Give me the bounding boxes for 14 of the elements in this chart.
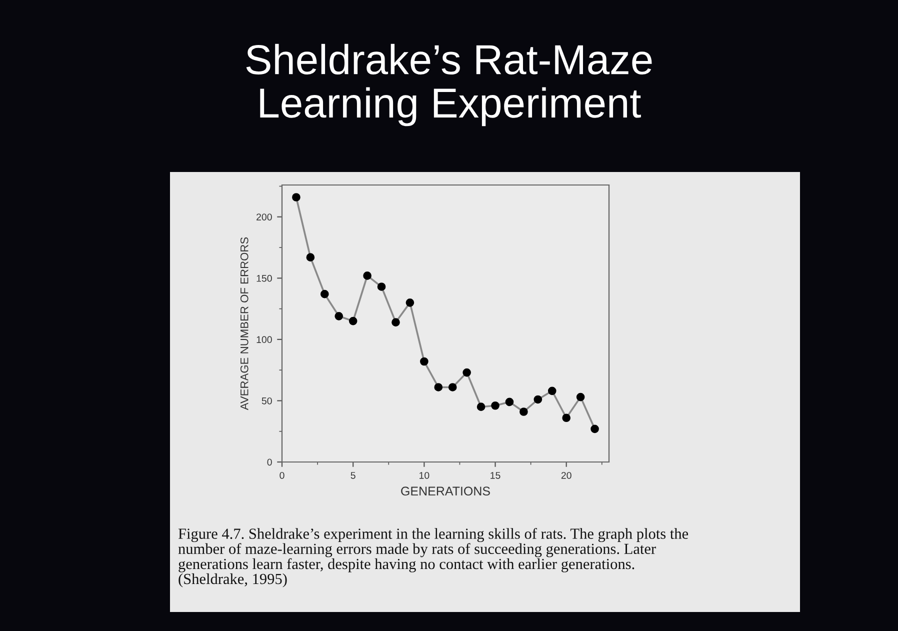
y-axis-title: AVERAGE NUMBER OF ERRORS	[240, 237, 248, 410]
x-tick-label: 20	[561, 472, 572, 479]
y-tick-label: 0	[267, 458, 272, 466]
x-tick-label: 10	[420, 472, 430, 479]
y-tick-label: 200	[256, 214, 272, 220]
y-tick-label: 50	[262, 397, 272, 404]
x-tick-label: 5	[350, 472, 356, 479]
y-tick-label: 150	[256, 274, 272, 282]
x-tick-label: 15	[490, 472, 500, 479]
x-axis-title: GENERATIONS	[401, 486, 490, 496]
x-tick-label: 0	[280, 472, 284, 479]
y-tick-label: 100	[256, 336, 272, 344]
chart-title: Sheldrake’s Rat-Maze Learning Experiment	[246, 44, 652, 126]
caption: Figure 4.7. Sheldrake’s experiment in the learning skills of rats. The graph plots the number of maze-learning errors made by rats of succeeding generations. Later generations learn faster, despite having no contact with earlier generations. (Sheldrake, 1995)	[178, 528, 688, 588]
